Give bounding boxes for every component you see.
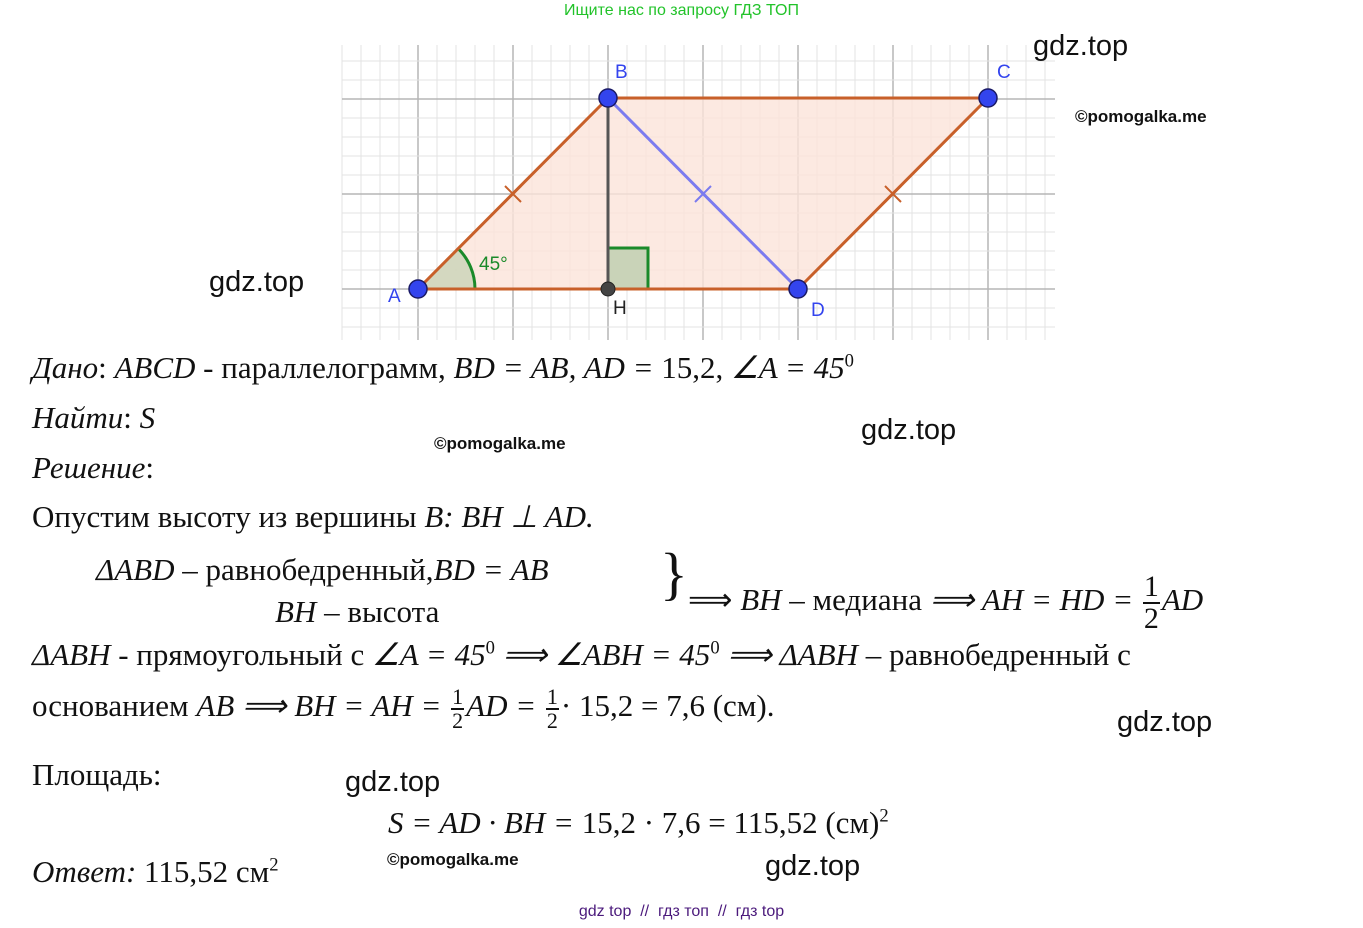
label-h: H: [613, 298, 627, 319]
angle-label: 45°: [479, 254, 508, 275]
label-b: B: [615, 62, 628, 83]
angle-arc: [457, 247, 477, 290]
watermark-gdz: gdz.top: [1117, 706, 1213, 738]
angle-fill: [418, 248, 475, 289]
vertex-point: [788, 279, 808, 299]
system-row-2: BH – высота: [275, 594, 440, 629]
area-label: Площадь:: [32, 757, 162, 792]
footer-link[interactable]: гдз топ: [658, 903, 709, 920]
label-a: A: [388, 286, 401, 307]
footer-link[interactable]: gdz top: [578, 903, 632, 920]
watermark-gdz: gdz.top: [765, 850, 861, 882]
parallelogram-diagram: A B C D H 45°: [341, 45, 1055, 340]
system-row-1: ΔABD – равнобедренный,BD = AB: [96, 552, 549, 587]
watermark-gdz: gdz.top: [861, 414, 957, 446]
watermark-gdz: gdz.top: [209, 266, 305, 298]
footer-link[interactable]: гдз top: [735, 903, 785, 920]
area-formula: S = AD · BH = 15,2 · 7,6 = 115,52 (см)2: [388, 805, 889, 840]
label-c: C: [997, 62, 1011, 83]
step-right-triangle: ΔABH - прямоугольный с ∠A = 450 ⟹ ∠ABH =…: [32, 637, 1131, 672]
system-conclusion: ⟹ BH – медиана ⟹ AH = HD = 1 2 AD: [688, 570, 1204, 635]
search-hint: Ищите нас по запросу ГДЗ ТОП: [564, 2, 799, 19]
answer-line: Ответ: 115,52 см2: [32, 854, 279, 889]
label-d: D: [811, 300, 825, 321]
footer-links: gdz top // гдз топ // гдз top: [578, 903, 785, 920]
equal-tick: [504, 185, 522, 203]
solution-label: Решение:: [32, 450, 154, 485]
watermark-gdz: gdz.top: [345, 766, 441, 798]
watermark-pomogalka: ©pomogalka.me: [1075, 107, 1207, 126]
watermark-pomogalka: ©pomogalka.me: [434, 434, 566, 453]
vertex-point: [408, 279, 428, 299]
system-brace: }: [660, 541, 688, 606]
right-angle-mark: [606, 246, 650, 291]
equal-tick: [694, 185, 712, 203]
vertex-point: [978, 88, 998, 108]
watermark-gdz: gdz.top: [1033, 30, 1129, 62]
watermark-pomogalka: ©pomogalka.me: [387, 850, 519, 869]
find-line: Найти: S: [32, 400, 156, 435]
step-height: Опустим высоту из вершины B: BH ⊥ AD.: [32, 499, 594, 534]
vertex-point: [598, 88, 618, 108]
foot-point-h: [600, 281, 616, 297]
given-line: Дано: ABCD - параллелограмм, BD = AB, AD…: [32, 350, 854, 385]
step-bh-value: основанием AB ⟹ BH = AH = 1 2 AD = 1 2 · 15,…: [32, 684, 775, 733]
equal-tick: [884, 185, 902, 203]
